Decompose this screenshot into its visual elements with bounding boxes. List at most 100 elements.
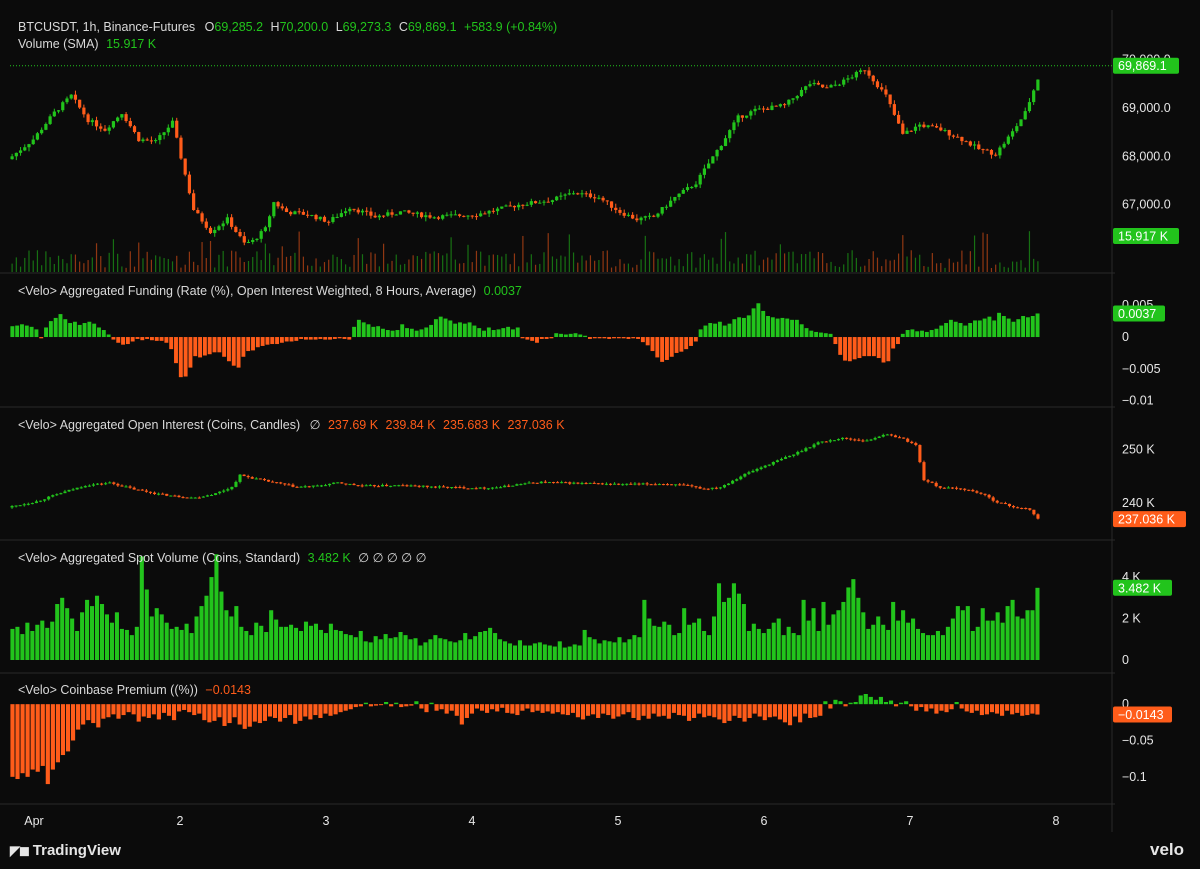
oi-candle xyxy=(222,490,226,492)
oi-candle xyxy=(271,481,275,483)
volume-bar xyxy=(990,267,993,272)
volume-bar xyxy=(315,258,317,272)
price-candle xyxy=(137,132,141,142)
funding-bar xyxy=(934,328,939,338)
funding-bar xyxy=(804,328,809,338)
volume-title[interactable]: Volume (SMA) xyxy=(18,37,99,51)
spot-volume-bar xyxy=(323,633,328,660)
funding-bar xyxy=(231,337,236,366)
oi-candle xyxy=(991,497,995,501)
volume-bar xyxy=(598,259,600,272)
oi-title[interactable]: <Velo> Aggregated Open Interest (Coins, … xyxy=(18,418,301,432)
volume-bar xyxy=(615,266,617,272)
volume-bar xyxy=(509,264,511,272)
funding-bar xyxy=(616,337,621,339)
volume-bar xyxy=(218,254,220,272)
funding-bar xyxy=(34,329,39,338)
premium-title[interactable]: <Velo> Coinbase Premium ((%)) xyxy=(18,683,198,697)
price-candle xyxy=(660,207,664,214)
spot-volume-bar xyxy=(652,625,657,660)
tradingview-logo[interactable]: ◤◼ TradingView xyxy=(10,842,121,859)
price-candle xyxy=(183,158,187,175)
price-candle xyxy=(145,139,149,141)
symbol-label[interactable]: BTCUSDT, 1h, Binance-Futures xyxy=(18,20,196,34)
oi-candle xyxy=(751,470,755,473)
funding-bar xyxy=(549,337,554,339)
price-candle xyxy=(238,231,242,237)
time-tick-label: 6 xyxy=(761,814,768,828)
price-candle xyxy=(567,193,571,195)
volume-bar xyxy=(505,253,507,272)
price-candle xyxy=(719,146,723,151)
premium-bar xyxy=(924,704,929,712)
spot-volume-bar xyxy=(15,626,20,660)
funding-bar xyxy=(939,325,944,338)
volume-bar xyxy=(53,263,55,272)
premium-bar xyxy=(111,704,116,715)
oi-candle xyxy=(861,440,865,442)
spot-volume-bar xyxy=(94,595,100,660)
price-candle xyxy=(187,174,192,194)
price-tick-label: 67,000.0 xyxy=(1122,198,1171,212)
oi-candle xyxy=(845,437,849,439)
volume-bar xyxy=(995,264,997,272)
volume-bar xyxy=(1024,267,1026,272)
premium-bar xyxy=(81,704,86,725)
price-candle xyxy=(398,211,403,215)
funding-bar xyxy=(246,337,251,352)
oi-candle xyxy=(922,462,926,481)
premium-bar xyxy=(984,704,990,715)
spot-volume-bar xyxy=(950,618,955,660)
premium-bar xyxy=(732,704,737,716)
spot-volume-bar xyxy=(786,626,791,660)
premium-bar xyxy=(646,704,651,719)
spot-volume-bar xyxy=(1015,616,1020,660)
oi-candle xyxy=(132,487,136,490)
oi-candle xyxy=(458,487,462,489)
funding-bar xyxy=(867,337,872,357)
funding-title[interactable]: <Velo> Aggregated Funding (Rate (%), Ope… xyxy=(18,284,477,298)
price-candle xyxy=(960,136,964,142)
oi-candle xyxy=(246,476,250,478)
oi-candle xyxy=(63,491,67,494)
funding-bar xyxy=(987,316,992,338)
volume-bar xyxy=(454,259,456,272)
volume-bar xyxy=(62,259,64,272)
price-candle xyxy=(403,210,407,212)
oi-candle xyxy=(926,480,930,482)
volume-bar xyxy=(973,235,976,272)
premium-bar xyxy=(535,704,540,711)
premium-bar xyxy=(545,704,550,712)
volume-bar xyxy=(399,264,402,272)
funding-bar xyxy=(559,333,564,338)
price-candle xyxy=(166,127,170,133)
price-candle xyxy=(10,156,14,160)
premium-bar xyxy=(1015,704,1020,713)
volume-bar xyxy=(750,254,752,272)
volume-bar xyxy=(746,254,748,272)
spot-volume-bar xyxy=(756,628,761,660)
spot-volume-title[interactable]: <Velo> Aggregated Spot Volume (Coins, St… xyxy=(18,551,301,565)
premium-bar xyxy=(55,704,60,763)
spot-volume-bar xyxy=(284,626,289,660)
spot-volume-bar xyxy=(692,622,697,660)
oi-candle xyxy=(963,488,967,490)
premium-bar xyxy=(384,701,389,705)
funding-bar xyxy=(775,318,780,338)
premium-bar xyxy=(949,704,954,710)
price-candle xyxy=(111,121,116,128)
oi-candle xyxy=(161,493,165,495)
oi-candle xyxy=(657,484,661,486)
price-candle xyxy=(555,196,559,201)
price-candle xyxy=(863,70,867,72)
spot-volume-bar xyxy=(687,624,692,660)
premium-bar xyxy=(161,704,167,713)
spot-volume-bar xyxy=(294,627,299,660)
spot-volume-bar xyxy=(925,635,931,660)
price-candle xyxy=(40,129,44,134)
price-candle xyxy=(685,187,690,190)
oi-candle xyxy=(788,455,792,458)
oi-candle xyxy=(934,482,938,487)
volume-bar xyxy=(108,252,110,272)
